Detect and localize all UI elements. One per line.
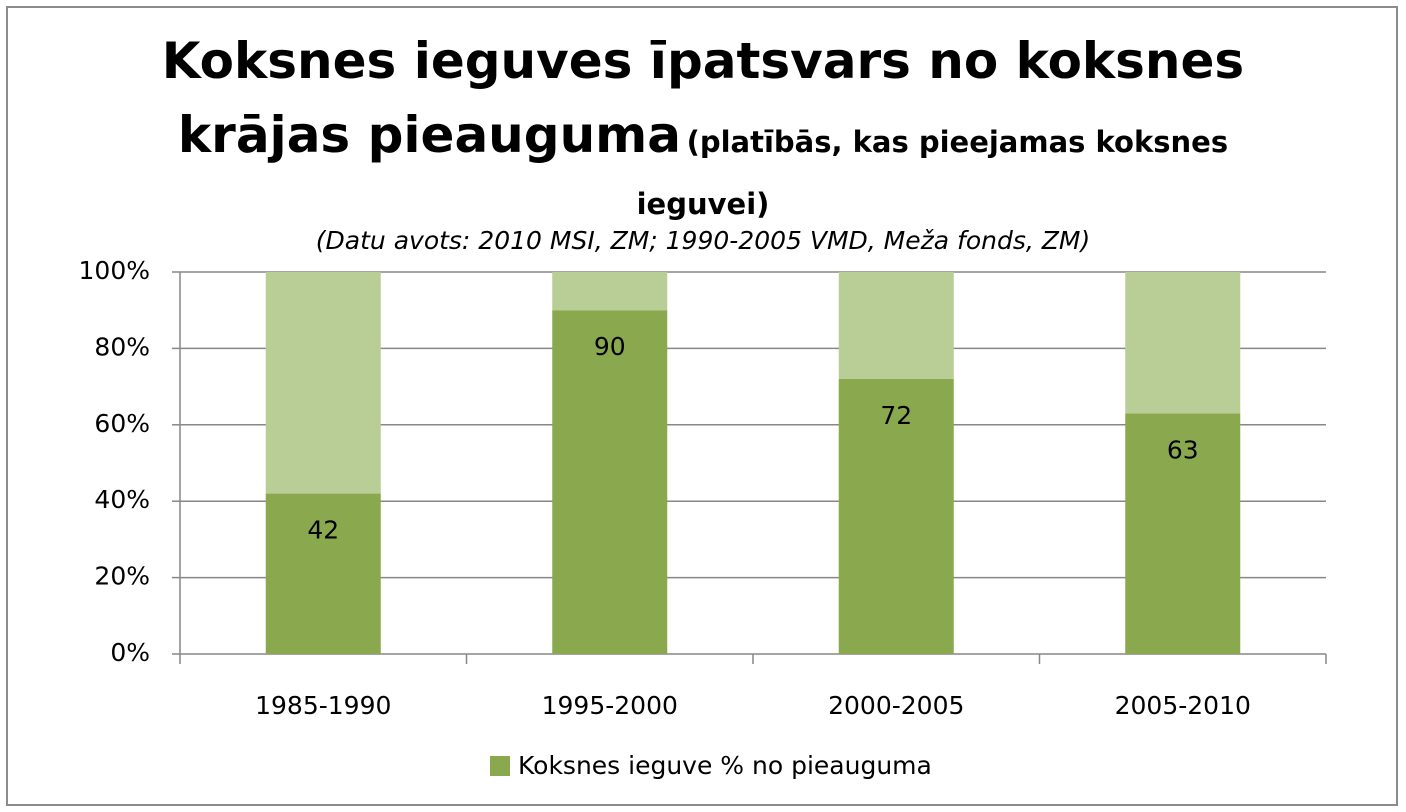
y-tick-label: 20% xyxy=(94,562,150,591)
legend-swatch xyxy=(490,756,510,776)
x-tick-label: 1985-1990 xyxy=(255,691,391,720)
x-tick-label: 1995-2000 xyxy=(542,691,678,720)
data-label: 90 xyxy=(594,332,626,361)
y-tick-label: 80% xyxy=(94,332,150,361)
legend-label: Koksnes ieguve % no pieauguma xyxy=(518,751,932,780)
y-tick-label: 60% xyxy=(94,409,150,438)
title-note: (platībās, kas pieejamas koksnes ieguvei… xyxy=(636,125,1229,221)
bar-segment xyxy=(838,378,954,654)
bar-segment xyxy=(552,272,668,311)
chart-title: Koksnes ieguves īpatsvars no koksnes krā… xyxy=(161,32,1245,164)
chart-subtitle: (Datu avots: 2010 MSI, ZM; 1990-2005 VMD… xyxy=(315,226,1091,255)
frame xyxy=(6,6,1398,806)
bar-segment xyxy=(265,272,381,494)
y-tick-label: 40% xyxy=(94,485,150,514)
bar-segment xyxy=(552,310,668,654)
data-label: 63 xyxy=(1167,435,1199,464)
data-label: 72 xyxy=(880,401,912,430)
bar-segment xyxy=(838,272,954,379)
y-tick-label: 0% xyxy=(110,638,150,667)
bar-segment xyxy=(1125,272,1241,414)
y-tick-label: 100% xyxy=(79,256,150,285)
data-label: 42 xyxy=(307,516,339,545)
x-tick-label: 2005-2010 xyxy=(1115,691,1251,720)
bar-segment xyxy=(1125,413,1241,654)
chart-title-block: Koksnes ieguves īpatsvars no koksnes krā… xyxy=(120,30,1286,240)
bar-segment xyxy=(265,493,381,654)
x-tick-label: 2000-2005 xyxy=(828,691,964,720)
